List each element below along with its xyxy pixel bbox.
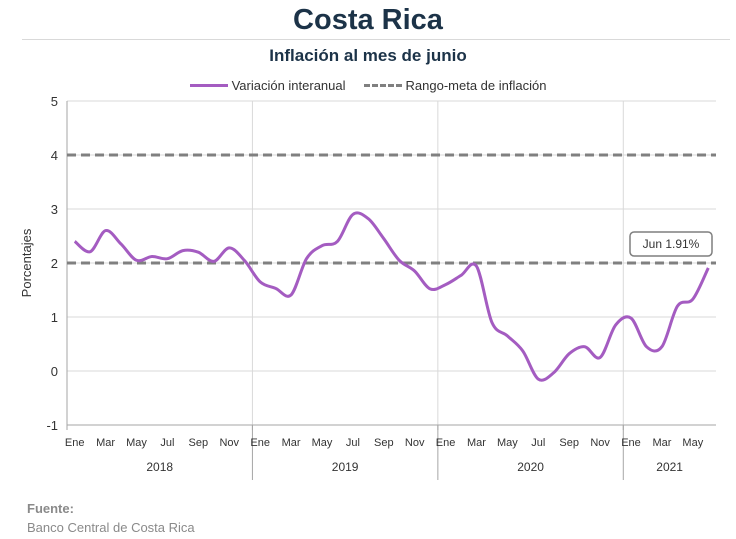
x-tick-label: Sep bbox=[374, 437, 394, 449]
data-point bbox=[181, 249, 184, 252]
annotation-box bbox=[629, 231, 713, 257]
y-tick-label: 5 bbox=[51, 94, 58, 109]
title-divider bbox=[22, 39, 730, 40]
x-tick-label: Jul bbox=[531, 437, 545, 449]
data-point bbox=[429, 287, 432, 290]
x-tick-label: Mar bbox=[96, 437, 115, 449]
data-point bbox=[290, 293, 293, 296]
x-tick-label: Nov bbox=[590, 437, 610, 449]
y-tick-label: -1 bbox=[46, 418, 58, 433]
year-label: 2020 bbox=[517, 460, 544, 474]
y-tick-label: 2 bbox=[51, 256, 58, 271]
data-point bbox=[305, 257, 308, 260]
data-point bbox=[351, 213, 354, 216]
y-tick-label: 1 bbox=[51, 310, 58, 325]
x-tick-label: May bbox=[312, 437, 333, 449]
source-name: Banco Central de Costa Rica bbox=[27, 520, 195, 535]
data-point bbox=[166, 257, 169, 260]
data-point bbox=[135, 259, 138, 262]
data-point bbox=[104, 229, 107, 232]
source-label: Fuente: bbox=[27, 501, 74, 516]
data-point bbox=[444, 283, 447, 286]
x-tick-label: Nov bbox=[405, 437, 425, 449]
data-point bbox=[552, 371, 555, 374]
x-tick-label: Sep bbox=[559, 437, 579, 449]
y-tick-label: 4 bbox=[51, 148, 58, 163]
year-label: 2018 bbox=[146, 460, 173, 474]
legend-label-variacion: Variación interanual bbox=[231, 78, 346, 93]
data-point bbox=[614, 324, 617, 327]
data-point bbox=[150, 255, 153, 258]
x-tick-label: Ene bbox=[436, 437, 456, 449]
data-point bbox=[197, 251, 200, 254]
data-point bbox=[645, 345, 648, 348]
data-point bbox=[89, 250, 92, 253]
data-point bbox=[228, 246, 231, 249]
data-point bbox=[599, 356, 602, 359]
series-line-variacion bbox=[73, 211, 710, 382]
data-point bbox=[691, 298, 694, 301]
data-point bbox=[336, 240, 339, 243]
y-tick-label: 3 bbox=[51, 202, 58, 217]
data-point bbox=[382, 237, 385, 240]
x-tick-label: Ene bbox=[621, 437, 641, 449]
x-tick-label: Sep bbox=[189, 437, 209, 449]
x-tick-label: Mar bbox=[467, 437, 486, 449]
data-point bbox=[490, 321, 493, 324]
data-point bbox=[660, 345, 663, 348]
data-point bbox=[630, 317, 633, 320]
x-tick-label: May bbox=[682, 437, 703, 449]
legend-swatch-solid bbox=[189, 84, 228, 87]
y-tick-label: 0 bbox=[51, 364, 58, 379]
data-point bbox=[320, 244, 323, 247]
x-tick-label: Ene bbox=[250, 437, 270, 449]
year-label: 2019 bbox=[332, 460, 359, 474]
data-point bbox=[212, 260, 215, 263]
data-point bbox=[274, 287, 277, 290]
data-point bbox=[676, 305, 679, 308]
data-point bbox=[367, 217, 370, 220]
data-point bbox=[475, 265, 478, 268]
data-point bbox=[707, 266, 710, 269]
data-point bbox=[259, 280, 262, 283]
data-point bbox=[398, 259, 401, 262]
legend-item-variacion: Variación interanual bbox=[189, 78, 346, 93]
x-tick-label: Nov bbox=[219, 437, 239, 449]
legend-label-rango-meta: Rango-meta de inflación bbox=[405, 78, 547, 93]
year-label: 2021 bbox=[656, 460, 683, 474]
x-tick-label: Mar bbox=[652, 437, 671, 449]
chart-legend: Variación interanual Rango-meta de infla… bbox=[0, 78, 736, 93]
data-point bbox=[537, 378, 540, 381]
data-point bbox=[243, 259, 246, 262]
x-tick-label: May bbox=[126, 437, 147, 449]
chart-country-title: Costa Rica bbox=[293, 4, 443, 36]
legend-swatch-dashed bbox=[363, 84, 402, 87]
x-tick-label: Jul bbox=[346, 437, 360, 449]
data-point bbox=[413, 270, 416, 273]
data-point bbox=[120, 243, 123, 246]
data-point bbox=[506, 334, 509, 337]
legend-item-rango-meta: Rango-meta de inflación bbox=[363, 78, 547, 93]
x-tick-label: May bbox=[497, 437, 518, 449]
x-tick-label: Jul bbox=[160, 437, 174, 449]
source-block: Fuente: Banco Central de Costa Rica bbox=[27, 501, 195, 535]
data-point bbox=[583, 345, 586, 348]
data-point bbox=[73, 240, 76, 243]
chart-title: Inflación al mes de junio bbox=[269, 46, 467, 65]
data-point bbox=[568, 352, 571, 355]
x-tick-label: Ene bbox=[65, 437, 85, 449]
data-point bbox=[521, 350, 524, 353]
annotation-label: Jun 1.91% bbox=[643, 237, 700, 251]
y-axis-title: Porcentajes bbox=[19, 228, 34, 297]
data-point bbox=[460, 274, 463, 277]
x-tick-label: Mar bbox=[282, 437, 301, 449]
